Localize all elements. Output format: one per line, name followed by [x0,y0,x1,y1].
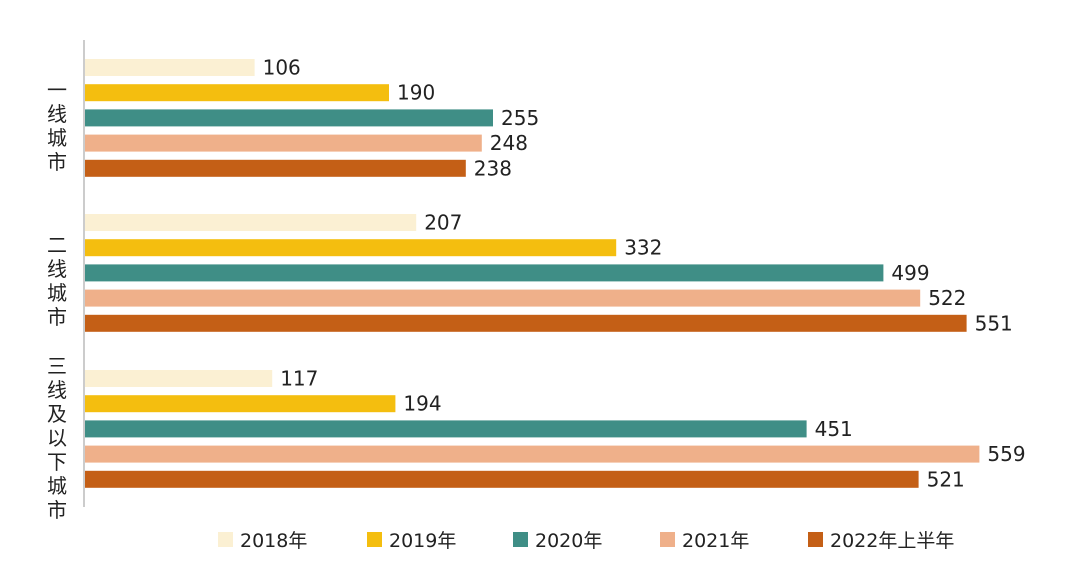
value-label-cat1-series4: 551 [975,311,1013,335]
legend-label-1: 2019年 [389,530,456,552]
bar-cat1-series4 [85,314,967,332]
bar-cat2-series0 [85,370,273,387]
legend-swatch-0 [218,532,233,547]
bar-cat2-series2 [85,420,807,438]
value-label-cat1-series2: 499 [891,261,929,285]
value-label-cat0-series3: 248 [490,131,528,155]
bar-cat0-series1 [85,84,389,102]
value-label-cat2-series4: 521 [927,467,965,491]
bar-cat1-series0 [85,214,417,231]
legend-label-0: 2018年 [240,530,307,552]
legend-label-3: 2021年 [682,530,749,552]
bar-cat1-series1 [85,239,617,257]
bar-cat1-series2 [85,264,884,282]
value-label-cat2-series2: 451 [815,417,853,441]
category-label-0: 一线城市 [47,78,67,174]
legend-swatch-2 [513,532,528,547]
legend-swatch-4 [808,532,823,547]
value-label-cat2-series3: 559 [987,442,1025,466]
value-label-cat1-series3: 522 [928,286,966,310]
bar-cat0-series4 [85,159,466,177]
value-label-cat0-series2: 255 [501,106,539,130]
value-label-cat2-series1: 194 [403,392,441,416]
legend-swatch-1 [367,532,382,547]
value-label-cat0-series4: 238 [474,156,512,180]
bar-cat0-series2 [85,109,493,127]
bar-cat1-series3 [85,289,921,307]
value-label-cat1-series1: 332 [624,236,662,260]
category-label-2: 三线及以下城市 [47,354,67,522]
bar-cat2-series1 [85,395,396,413]
bar-cat2-series4 [85,470,919,488]
value-label-cat0-series0: 106 [263,56,301,80]
legend: 2018年 2019年 2020年 2021年 2022年上半年 [218,530,954,552]
legend-label-2: 2020年 [535,530,602,552]
value-label-cat2-series0: 117 [280,367,318,391]
bar-cat0-series3 [85,134,482,152]
category-label-1: 二线城市 [47,233,67,329]
value-label-cat0-series1: 190 [397,81,435,105]
bar-cat2-series3 [85,445,980,463]
value-label-cat1-series0: 207 [424,211,462,235]
legend-label-4: 2022年上半年 [830,530,954,552]
legend-swatch-3 [660,532,675,547]
bar-cat0-series0 [85,59,255,76]
